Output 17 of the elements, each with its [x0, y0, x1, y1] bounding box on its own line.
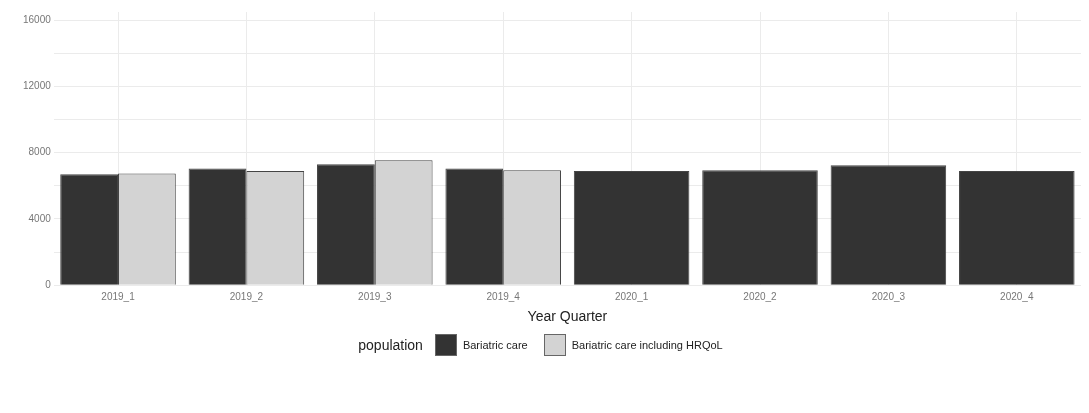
x-axis-title: Year Quarter — [527, 308, 608, 325]
x-tick-label: 2020_1 — [614, 290, 649, 302]
x-tick-label: 2019_3 — [358, 290, 392, 302]
legend-label: Bariatric care — [462, 339, 528, 351]
y-tick-label: 4000 — [28, 212, 52, 224]
x-tick-label: 2019_2 — [229, 290, 264, 302]
x-tick-label: 2020_4 — [1000, 290, 1034, 302]
x-tick-label: 2020_2 — [743, 290, 778, 302]
x-tick-label: 2019_4 — [486, 290, 521, 302]
x-tick-label: 2019_1 — [101, 290, 136, 302]
y-tick-label: 8000 — [28, 146, 52, 158]
legend-label: Bariatric care including HRQoL — [571, 339, 723, 351]
y-tick-label: 0 — [45, 278, 52, 290]
y-tick-label: 12000 — [23, 80, 52, 92]
y-tick-label: 16000 — [23, 14, 52, 26]
legend-title: population — [358, 337, 423, 353]
x-tick-label: 2020_3 — [871, 290, 906, 302]
